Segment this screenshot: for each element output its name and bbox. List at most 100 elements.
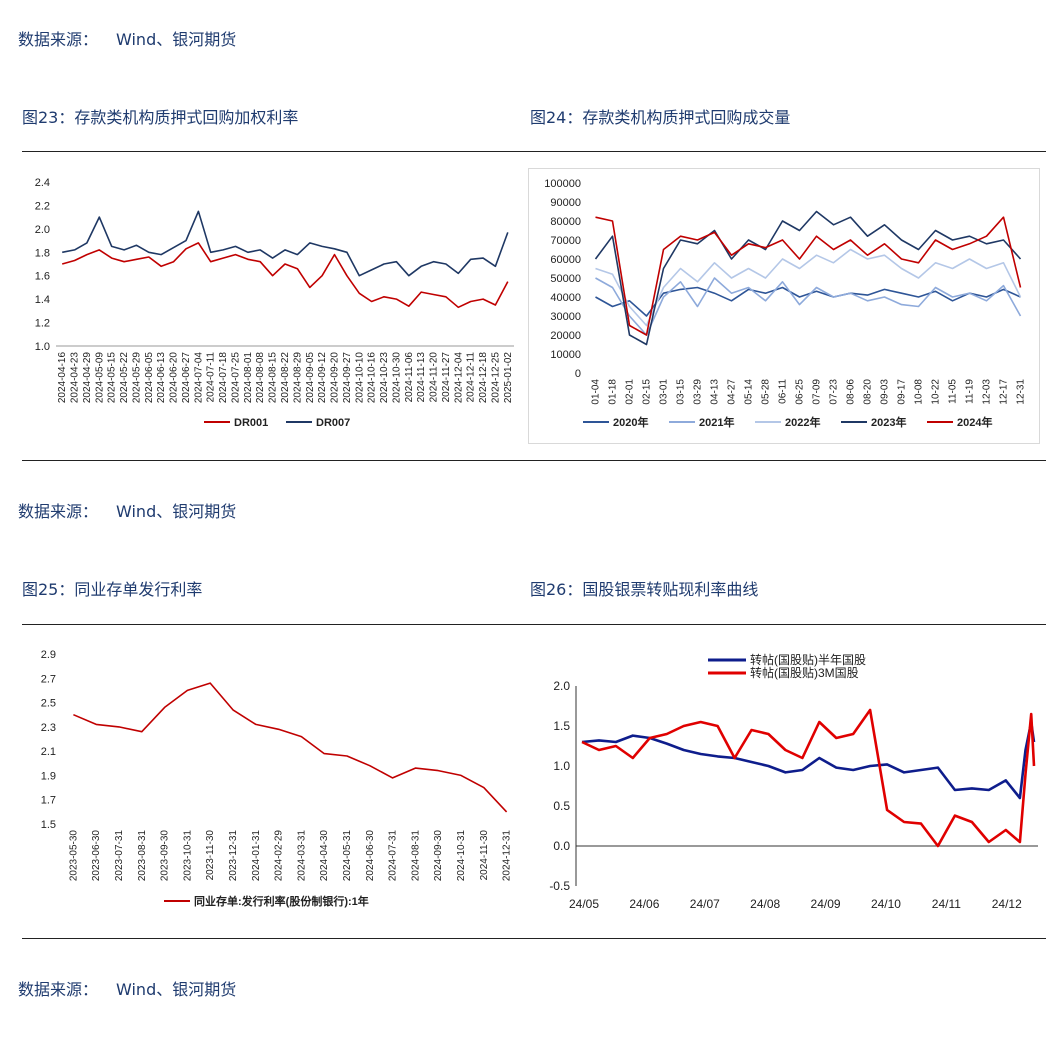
x-tick-label: 09-17: [897, 379, 908, 405]
x-tick-label: 12-03: [982, 379, 993, 405]
x-tick-label: 2024-10-30: [391, 352, 402, 404]
x-tick-label: 04-27: [727, 379, 738, 405]
x-tick-label: 03-15: [676, 379, 687, 405]
legend-label: 2020年: [613, 415, 648, 429]
x-tick-label: 08-06: [846, 379, 857, 405]
x-tick-label: 2024-06-27: [181, 352, 192, 404]
y-tick-label: 1.7: [41, 795, 56, 807]
y-tick-label: 20000: [550, 330, 581, 342]
x-tick-label: 2024-08-15: [268, 352, 279, 404]
x-tick-label: 24/09: [811, 897, 841, 911]
y-tick-label: 80000: [550, 216, 581, 228]
x-tick-label: 09-03: [880, 379, 891, 405]
x-tick-label: 2024-11-06: [404, 352, 415, 403]
chart-title-24: 图24：存款类机构质押式回购成交量: [530, 108, 791, 127]
x-tick-label: 06-25: [795, 379, 806, 405]
chart-25: 1.5 1.7 1.9 2.1 2.3 2.5 2.7 2.9 2023-05-30 2023-0…: [41, 649, 513, 908]
series-line-1: [61, 242, 509, 309]
chart-panel-23: 1.0 1.2 1.4 1.6 1.8 2.0 2.2 2.4 2024-04-16 2024-0…: [24, 168, 524, 448]
legend-label: 同业存单:发行利率(股份制银行):1年: [194, 894, 369, 908]
x-tick-label: 04-13: [710, 379, 721, 405]
x-tick-label: 05-28: [761, 379, 772, 405]
source-label: 数据来源：: [18, 502, 99, 521]
legend-label: 转帖(国股贴)3M国股: [750, 665, 859, 680]
x-tick-label: 2024-12-04: [453, 352, 464, 404]
chart-title-25: 图25：同业存单发行利率: [22, 580, 203, 599]
y-tick-label: 2.1: [41, 746, 56, 758]
legend-label: 转帖(国股贴)半年国股: [750, 652, 866, 667]
y-tick-label: 1.5: [553, 719, 570, 733]
series-line-1: [581, 720, 1036, 800]
x-tick-label: 07-23: [829, 379, 840, 405]
series-line-2: [62, 210, 509, 277]
x-tick-label: 2024-04-29: [82, 352, 93, 404]
x-tick-label: 10-08: [914, 379, 925, 405]
chart-panel-24: 0 10000 20000 30000 40000 50000 60000 70000 8000…: [528, 168, 1040, 444]
y-tick-label: 10000: [550, 349, 581, 361]
x-tick-label: 2024-01-31: [251, 830, 262, 882]
source-value: Wind、银河期货: [116, 30, 237, 49]
chart-panel-25: 1.5 1.7 1.9 2.1 2.3 2.5 2.7 2.9 2023-05-30 2023-0…: [24, 640, 532, 924]
chart-26: -0.5 0.0 0.5 1.0 1.5 2.0 24/05 24/06 24/07 24/08 2…: [549, 652, 1038, 911]
y-tick-label: 1.5: [41, 819, 56, 831]
y-tick-label: 2.2: [35, 200, 50, 212]
x-tick-label: 24/11: [932, 897, 961, 911]
x-tick-label: 03-01: [659, 379, 670, 405]
chart-panel-26: -0.5 0.0 0.5 1.0 1.5 2.0 24/05 24/06 24/07 24/08 2…: [532, 650, 1044, 918]
legend-label: 2023年: [871, 415, 906, 429]
x-tick-label: 10-22: [931, 379, 942, 405]
x-tick-label: 2024-12-31: [502, 830, 513, 882]
x-tick-label: 2024-07-11: [206, 352, 217, 403]
y-tick-label: 1.0: [553, 759, 570, 773]
source-label: 数据来源：: [18, 30, 99, 49]
x-tick-label: 07-09: [812, 379, 823, 405]
series-line-2: [581, 708, 1036, 848]
x-tick-label: 2024-09-05: [305, 352, 316, 404]
legend-label: 2022年: [785, 415, 820, 429]
x-tick-label: 24/08: [750, 897, 780, 911]
divider: [22, 624, 1046, 625]
x-tick-label: 2024-08-22: [280, 352, 291, 404]
y-tick-label: 2.4: [35, 177, 50, 189]
x-tick-label: 2024-12-18: [478, 352, 489, 404]
y-tick-label: 2.0: [35, 224, 50, 236]
x-tick-label: 2024-12-11: [466, 352, 477, 403]
x-tick-label: 12-17: [999, 379, 1010, 405]
source-value: Wind、银河期货: [116, 502, 237, 521]
y-tick-label: 40000: [550, 292, 581, 304]
chart-24: 0 10000 20000 30000 40000 50000 60000 70000 8000…: [544, 178, 1026, 429]
source-line-1: 数据来源： Wind、银河期货: [18, 26, 236, 50]
series-line-4: [594, 210, 1022, 346]
series-line-5: [595, 216, 1022, 336]
x-tick-label: 2024-09-30: [433, 830, 444, 882]
x-tick-label: 2023-11-30: [205, 830, 216, 881]
y-tick-label: 1.8: [35, 247, 50, 259]
x-tick-label: 2024-11-30: [479, 830, 490, 881]
x-tick-label: 2024-10-23: [379, 352, 390, 404]
y-tick-label: 0.5: [553, 799, 570, 813]
x-tick-label: 24/05: [569, 897, 599, 911]
y-tick-label: 30000: [550, 311, 581, 323]
x-tick-label: 2023-10-31: [182, 830, 193, 882]
y-tick-label: 1.2: [35, 318, 50, 330]
divider: [22, 151, 1046, 152]
divider: [22, 938, 1046, 939]
x-tick-label: 2025-01-02: [503, 352, 514, 404]
x-tick-label: 2024-05-31: [342, 830, 353, 882]
legend-label: 2024年: [957, 415, 992, 429]
x-tick-label: 06-11: [778, 379, 789, 404]
y-tick-label: 60000: [550, 254, 581, 266]
y-tick-label: 70000: [550, 235, 581, 247]
source-line-2: 数据来源： Wind、银河期货: [18, 498, 236, 522]
divider: [22, 460, 1046, 461]
y-tick-label: 1.0: [35, 341, 50, 353]
x-tick-label: 2024-06-30: [365, 830, 376, 882]
x-tick-label: 2024-03-31: [296, 830, 307, 882]
x-tick-label: 2024-08-08: [255, 352, 266, 404]
x-tick-label: 01-04: [591, 379, 602, 405]
x-tick-label: 2024-07-25: [230, 352, 241, 404]
y-tick-label: 0.0: [553, 839, 570, 853]
x-tick-label: 2023-07-31: [114, 830, 125, 882]
x-tick-label: 2024-05-29: [131, 352, 142, 404]
x-tick-label: 2024-12-25: [490, 352, 501, 404]
